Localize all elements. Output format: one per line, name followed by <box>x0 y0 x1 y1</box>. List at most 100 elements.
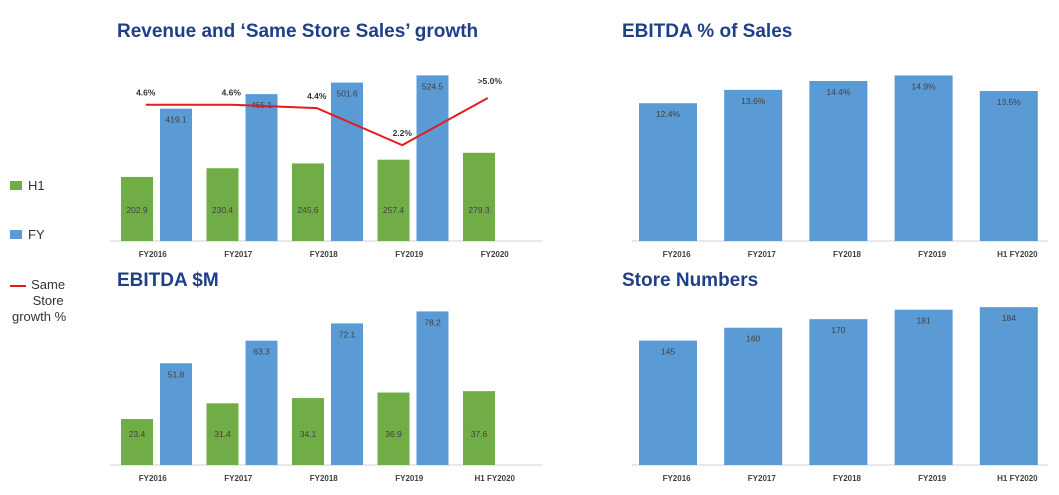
ebitda-m-data-label-h1-4: 37.6 <box>471 429 488 439</box>
legend-label-h1: H1 <box>28 178 45 193</box>
revenue-bar-h1-4 <box>463 152 495 241</box>
legend-label-fy: FY <box>28 227 45 242</box>
store-numbers-data-label-3: 181 <box>917 316 931 326</box>
ebitda-m-data-label-fy-1: 63.3 <box>253 347 270 357</box>
ebitda-m-data-label-h1-2: 34.1 <box>300 429 317 439</box>
legend-item-fy: FY <box>10 227 45 243</box>
ebitda-pct-x-tick-label-2: FY2018 <box>833 250 862 259</box>
store-numbers-bar-0 <box>639 340 697 465</box>
ebitda-pct-chart-title: EBITDA % of Sales <box>622 21 793 42</box>
revenue-data-label-h1-3: 257.4 <box>383 205 405 215</box>
store-numbers-x-tick-label-2: FY2018 <box>833 474 862 483</box>
legend-swatch-fy <box>10 230 22 239</box>
store-numbers-x-tick-label-0: FY2016 <box>663 474 692 483</box>
revenue-growth-label-1: 4.6% <box>222 88 242 98</box>
legend-label-growth: Same Store growth % <box>12 277 66 325</box>
ebitda-pct-chart: 12.4% FY2016 13.6% FY2017 14.4% FY2018 14.9% FY… <box>620 55 1052 265</box>
revenue-data-label-fy-3: 524.5 <box>422 81 444 91</box>
ebitda-m-x-tick-label-3: FY2019 <box>395 474 424 483</box>
store-numbers-data-label-1: 160 <box>746 334 760 344</box>
ebitda-m-x-tick-label-1: FY2017 <box>224 474 253 483</box>
revenue-bar-fy-1 <box>245 94 278 241</box>
revenue-x-tick-label-2: FY2018 <box>310 250 339 259</box>
ebitda-m-chart: 23.4 51.8 FY2016 31.4 63.3 FY2017 34.1 72.1 FY20… <box>100 292 546 492</box>
legend-swatch-growth <box>10 285 26 287</box>
revenue-data-label-fy-2: 501.6 <box>336 89 358 99</box>
ebitda-m-data-label-fy-2: 72.1 <box>339 329 356 339</box>
store-numbers-x-tick-label-1: FY2017 <box>748 474 777 483</box>
revenue-chart-title: Revenue and ‘Same Store Sales’ growth <box>117 21 479 42</box>
ebitda-pct-x-tick-label-0: FY2016 <box>663 250 692 259</box>
ebitda-m-chart-svg: 23.4 51.8 FY2016 31.4 63.3 FY2017 34.1 72.1 FY20… <box>110 311 542 483</box>
ebitda-m-bar-fy-3 <box>416 311 449 465</box>
ebitda-pct-bar-3 <box>894 75 953 241</box>
ebitda-pct-data-label-4: 13.5% <box>997 97 1022 107</box>
legend-label-growth-line1: Same <box>31 277 66 292</box>
ebitda-pct-bar-2 <box>809 81 868 241</box>
revenue-bar-h1-1 <box>206 168 239 241</box>
ebitda-pct-x-tick-label-3: FY2019 <box>918 250 947 259</box>
ebitda-pct-data-label-1: 13.6% <box>741 96 766 106</box>
store-numbers-chart: 145 FY2016 160 FY2017 170 FY2018 181 FY2019 184 H… <box>620 292 1052 492</box>
ebitda-pct-x-tick-label-1: FY2017 <box>748 250 777 259</box>
revenue-bar-h1-3 <box>377 159 410 241</box>
store-numbers-data-label-2: 170 <box>831 325 845 335</box>
ebitda-pct-chart-svg: 12.4% FY2016 13.6% FY2017 14.4% FY2018 14.9% FY… <box>632 75 1048 259</box>
ebitda-pct-data-label-0: 12.4% <box>656 109 681 119</box>
ebitda-m-bar-h1-2 <box>292 398 324 465</box>
store-numbers-bar-2 <box>809 319 868 465</box>
revenue-x-tick-label-3: FY2019 <box>395 250 424 259</box>
legend-label-growth-line3: growth % <box>12 309 67 324</box>
store-numbers-bar-3 <box>894 309 953 465</box>
store-numbers-x-tick-label-4: H1 FY2020 <box>997 474 1038 483</box>
ebitda-pct-bar-4 <box>979 91 1038 241</box>
ebitda-m-chart-title: EBITDA $M <box>117 270 219 291</box>
store-numbers-chart-title: Store Numbers <box>622 270 759 291</box>
ebitda-m-x-tick-label-2: FY2018 <box>310 474 339 483</box>
ebitda-m-x-tick-label-0: FY2016 <box>139 474 168 483</box>
revenue-data-label-h1-1: 230.4 <box>212 205 234 215</box>
store-numbers-bar-1 <box>724 327 783 465</box>
ebitda-m-bar-h1-1 <box>206 403 239 465</box>
revenue-bar-fy-0 <box>160 108 192 241</box>
legend-item-growth: Same Store growth % <box>10 277 66 325</box>
ebitda-m-data-label-h1-0: 23.4 <box>129 429 146 439</box>
store-numbers-data-label-4: 184 <box>1002 313 1016 323</box>
revenue-bar-fy-3 <box>416 75 449 241</box>
revenue-growth-label-0: 4.6% <box>136 88 156 98</box>
revenue-chart: 202.9 419.1 FY2016 230.4 465.1 FY2017 245.6 501… <box>100 55 546 265</box>
revenue-growth-label-3: 2.2% <box>393 128 413 138</box>
legend-item-h1: H1 <box>10 178 45 194</box>
revenue-x-tick-label-0: FY2016 <box>139 250 168 259</box>
revenue-x-tick-label-4: FY2020 <box>481 250 510 259</box>
ebitda-m-x-tick-label-4: H1 FY2020 <box>475 474 516 483</box>
ebitda-m-bar-h1-0 <box>121 419 153 465</box>
revenue-bar-h1-0 <box>121 176 153 241</box>
ebitda-m-bar-h1-4 <box>463 391 495 465</box>
revenue-bar-h1-2 <box>292 163 324 241</box>
ebitda-m-bar-h1-3 <box>377 392 410 465</box>
ebitda-m-bar-fy-0 <box>160 363 192 465</box>
store-numbers-chart-svg: 145 FY2016 160 FY2017 170 FY2018 181 FY2019 184 H… <box>632 307 1048 483</box>
revenue-data-label-h1-2: 245.6 <box>297 205 319 215</box>
store-numbers-data-label-0: 145 <box>661 347 675 357</box>
ebitda-pct-x-tick-label-4: H1 FY2020 <box>997 250 1038 259</box>
revenue-data-label-h1-0: 202.9 <box>126 205 148 215</box>
revenue-growth-line <box>145 97 489 147</box>
revenue-x-tick-label-1: FY2017 <box>224 250 253 259</box>
revenue-growth-label-4: >5.0% <box>478 76 503 86</box>
ebitda-m-bar-fy-1 <box>245 340 278 465</box>
ebitda-m-data-label-h1-1: 31.4 <box>214 429 231 439</box>
ebitda-pct-data-label-2: 14.4% <box>826 87 851 97</box>
ebitda-m-bar-fy-2 <box>331 323 363 465</box>
revenue-data-label-fy-0: 419.1 <box>165 115 187 125</box>
ebitda-pct-data-label-3: 14.9% <box>912 81 937 91</box>
revenue-chart-svg: 202.9419.1FY2016230.4465.1FY2017245.6501… <box>110 75 542 259</box>
ebitda-m-data-label-h1-3: 36.9 <box>385 429 402 439</box>
store-numbers-x-tick-label-3: FY2019 <box>918 474 947 483</box>
ebitda-pct-bar-1 <box>724 89 783 241</box>
ebitda-m-data-label-fy-0: 51.8 <box>168 369 185 379</box>
revenue-data-label-h1-4: 279.3 <box>468 205 490 215</box>
legend-label-growth-line2: Store <box>32 293 64 308</box>
ebitda-m-data-label-fy-3: 78.2 <box>424 317 441 327</box>
